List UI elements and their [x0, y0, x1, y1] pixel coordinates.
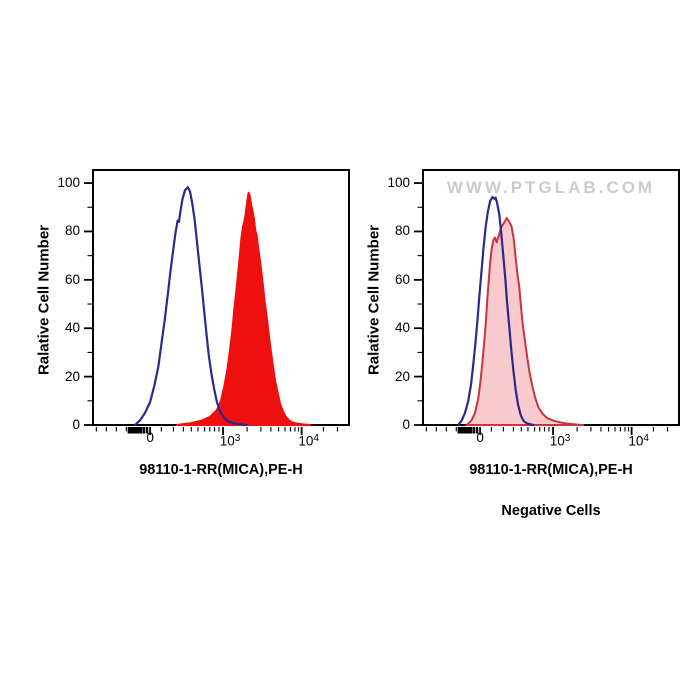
plot-frame-left	[92, 169, 350, 426]
red-filled-histogram-left	[175, 191, 312, 426]
blue-open-histogram-left	[133, 186, 248, 427]
watermark: WWW.PTGLAB.COM	[446, 178, 656, 197]
pink-filled-histogram-right	[465, 217, 585, 426]
plot-frame-right	[422, 169, 680, 426]
blue-open-histogram-right	[457, 195, 535, 427]
